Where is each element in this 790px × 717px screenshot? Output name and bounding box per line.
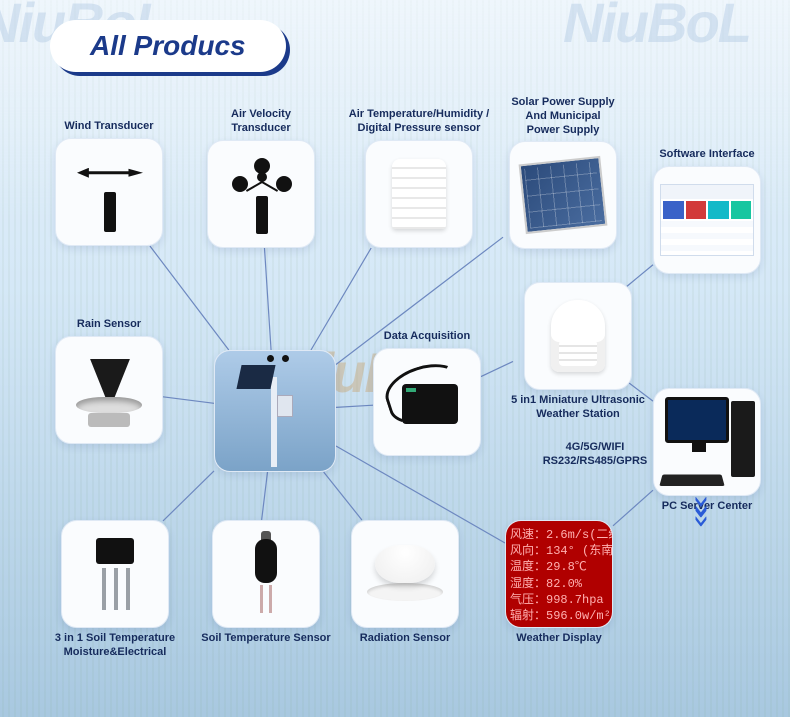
node-ultra: 5 in1 Miniature Ultrasonic Weather Stati… — [508, 282, 648, 422]
anemometer-icon — [226, 154, 296, 234]
tile-airthp — [365, 140, 473, 248]
radiation-sensor-icon — [365, 541, 445, 607]
data-logger-icon — [384, 364, 470, 440]
tile-ultra — [524, 282, 632, 390]
node-software: Software Interface — [648, 148, 766, 274]
label-rain: Rain Sensor — [77, 318, 141, 332]
pc-server-icon — [659, 397, 755, 487]
link-protocol-text: 4G/5G/WIFI RS232/RS485/GPRS — [520, 440, 670, 469]
soil-temp-icon — [233, 533, 299, 615]
label-airthp: Air Temperature/Humidity / Digital Press… — [349, 108, 489, 136]
label-airvel: Air Velocity Transducer — [231, 108, 291, 136]
node-rad: Radiation Sensor — [346, 520, 464, 646]
weather-station-icon — [215, 351, 335, 471]
node-daq: Data Acquisition — [368, 330, 486, 456]
label-soil3: 3 in 1 Soil Temperature Moisture&Electri… — [55, 632, 175, 660]
hub-tile — [214, 350, 336, 472]
tile-daq — [373, 348, 481, 456]
node-airvel: Air Velocity Transducer — [202, 108, 320, 248]
wind-vane-icon — [73, 152, 145, 232]
label-daq: Data Acquisition — [384, 330, 470, 344]
label-wind: Wind Transducer — [64, 120, 153, 134]
node-solar: Solar Power Supply And Municipal Power S… — [498, 96, 628, 249]
tile-soilt — [212, 520, 320, 628]
led-display-icon: 风速：2.6m/s(二级) 风向：134° (东南 温度：29.8℃ 湿度：82… — [506, 521, 612, 627]
tile-wdisp: 风速：2.6m/s(二级) 风向：134° (东南 温度：29.8℃ 湿度：82… — [505, 520, 613, 628]
tile-airvel — [207, 140, 315, 248]
tile-wind — [55, 138, 163, 246]
node-rain: Rain Sensor — [50, 318, 168, 444]
label-ultra: 5 in1 Miniature Ultrasonic Weather Stati… — [511, 394, 645, 422]
soil-3in1-icon — [80, 534, 150, 614]
node-wind: Wind Transducer — [50, 120, 168, 246]
tile-rain — [55, 336, 163, 444]
node-soil3: 3 in 1 Soil Temperature Moisture&Electri… — [50, 520, 180, 660]
node-soilt: Soil Temperature Sensor — [196, 520, 336, 646]
dashboard-icon — [660, 184, 754, 256]
title-pill: All Producs — [50, 20, 286, 72]
label-software: Software Interface — [659, 148, 754, 162]
tile-rad — [351, 520, 459, 628]
page-title: All Producs — [90, 30, 246, 61]
label-soilt: Soil Temperature Sensor — [201, 632, 330, 646]
hub-node — [214, 350, 336, 472]
tile-soil3 — [61, 520, 169, 628]
chevron-down-icon: »» — [686, 495, 718, 516]
label-wdisp: Weather Display — [516, 632, 601, 646]
tile-software — [653, 166, 761, 274]
node-airthp: Air Temperature/Humidity / Digital Press… — [344, 108, 494, 248]
ultrasonic-sensor-icon — [551, 300, 605, 372]
rain-gauge-icon — [70, 353, 148, 427]
node-wdisp: 风速：2.6m/s(二级) 风向：134° (东南 温度：29.8℃ 湿度：82… — [500, 520, 618, 646]
solar-panel-icon — [519, 156, 608, 234]
radiation-shield-icon — [392, 159, 446, 229]
label-solar: Solar Power Supply And Municipal Power S… — [511, 96, 614, 137]
tile-solar — [509, 141, 617, 249]
label-rad: Radiation Sensor — [360, 632, 450, 646]
